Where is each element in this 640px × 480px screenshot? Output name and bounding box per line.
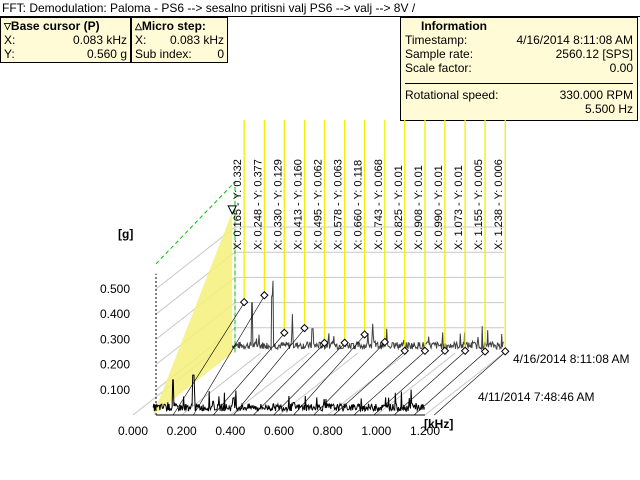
micro-sub-label: Sub index: <box>135 47 192 61</box>
x-tick-label: 0.200 <box>167 424 197 438</box>
base-cursor-fill <box>153 211 233 415</box>
harmonic-marker <box>460 346 470 356</box>
legend-series-back: 4/11/2014 7:48:46 AM <box>478 390 595 404</box>
base-cursor-panel: ▽Base cursor (P) X: 0.083 kHz Y: 0.560 g <box>0 17 131 63</box>
harmonic-marker <box>420 346 430 356</box>
harmonic-diagonal <box>193 295 265 416</box>
harmonic-diagonal <box>233 328 305 416</box>
harmonic-label: X: 0.165 - Y: 0.332 <box>232 159 244 250</box>
harmonic-marker <box>320 338 329 348</box>
base-x-label: X: <box>4 33 16 47</box>
y-axis-label: [g] <box>118 227 133 241</box>
base-y-value: 0.560 g <box>86 47 127 61</box>
harmonic-marker <box>501 347 510 356</box>
y-tick-label: 0.200 <box>100 358 130 372</box>
x-tick-label: 1.000 <box>361 424 391 438</box>
x-tick-label: 0.400 <box>215 424 245 438</box>
harmonic-label: X: 0.908 - Y: 0.01 <box>413 165 425 250</box>
y-tick-label: 0.400 <box>100 307 130 321</box>
harmonic-cursors <box>153 120 510 416</box>
base-x-value: 0.083 kHz <box>72 33 127 47</box>
harmonic-label: X: 0.413 - Y: 0.160 <box>292 159 304 250</box>
micro-step-title: △Micro step: <box>135 19 206 33</box>
harmonic-marker <box>400 346 409 356</box>
rot-speed-value: 330.000 RPM <box>559 88 633 102</box>
sample-rate-value: 2560.12 [SPS] <box>555 47 633 61</box>
grid-line <box>155 226 236 290</box>
x-tick-label: 0.800 <box>313 424 343 438</box>
spectrum-trace-front <box>152 374 425 414</box>
information-title: Information <box>421 19 487 33</box>
harmonic-label: X: 0.990 - Y: 0.01 <box>433 165 445 250</box>
harmonic-marker <box>360 330 369 339</box>
harmonic-marker <box>380 337 390 347</box>
timestamp-label: Timestamp: <box>405 33 468 47</box>
legend-series-front: 4/16/2014 8:11:08 AM <box>513 352 630 366</box>
harmonic-diagonal <box>172 302 245 416</box>
harmonic-diagonal <box>393 351 466 416</box>
micro-step-panel: △Micro step: X: 0.083 kHz Sub index: 0 <box>131 17 228 63</box>
harmonic-diagonal <box>434 351 506 416</box>
base-cursor-title: ▽Base cursor (P) <box>4 19 100 33</box>
triangle-up-icon: △ <box>135 21 142 31</box>
rot-speed-label: Rotational speed: <box>405 88 499 102</box>
harmonic-diagonal <box>353 351 426 416</box>
harmonic-marker <box>239 297 249 307</box>
chart-labels: X: 0.165 - Y: 0.332 X: 0.248 - Y: 0.377 X:… <box>100 159 630 438</box>
y-tick-label: 0.300 <box>100 332 130 346</box>
harmonic-label: X: 0.825 - Y: 0.01 <box>393 165 405 250</box>
harmonic-diagonal <box>253 343 325 416</box>
dashed-guide <box>155 180 236 353</box>
rot-hz-value: 5.500 Hz <box>584 102 633 116</box>
micro-x-label: X: <box>135 33 147 47</box>
harmonic-label: X: 0.743 - Y: 0.068 <box>373 159 385 250</box>
harmonic-marker <box>280 328 289 338</box>
harmonic-label: X: 0.660 - Y: 0.118 <box>353 160 365 250</box>
harmonic-marker <box>300 323 309 333</box>
triangle-down-icon: ▽ <box>4 21 11 31</box>
harmonic-label: X: 1.155 - Y: 0.005 <box>473 159 485 250</box>
harmonic-label: X: 0.495 - Y: 0.062 <box>312 159 324 250</box>
chart-axes <box>155 273 425 416</box>
scale-factor-value: 0.00 <box>609 61 633 75</box>
harmonic-diagonal <box>413 352 486 416</box>
harmonic-marker <box>260 291 269 300</box>
harmonic-marker <box>440 346 450 356</box>
scale-factor-label: Scale factor: <box>405 61 472 75</box>
base-cursor-marker <box>227 205 238 215</box>
x-tick-label: 0.600 <box>264 424 294 438</box>
back-spectrum <box>231 280 504 351</box>
x-tick-label: 0.000 <box>118 424 148 438</box>
x-tick-label: 1.200 <box>410 424 440 438</box>
harmonic-label: X: 1.238 - Y: 0.006 <box>493 159 505 250</box>
harmonic-label: X: 0.248 - Y: 0.377 <box>252 159 264 250</box>
grid-line <box>424 352 505 416</box>
y-tick-label: 0.100 <box>100 383 130 397</box>
front-spectrum <box>152 374 425 414</box>
timestamp-value: 4/16/2014 8:11:08 AM <box>516 33 633 47</box>
harmonic-label: X: 0.330 - Y: 0.129 <box>272 159 284 250</box>
information-panel: Information Timestamp: 4/16/2014 8:11:08 … <box>400 17 638 121</box>
grid-line <box>376 352 456 416</box>
spectrum-trace-back <box>231 280 504 351</box>
micro-sub-value: 0 <box>217 47 224 61</box>
harmonic-marker <box>340 338 349 348</box>
window-title: FFT: Demodulation: Paloma - PS6 --> sesa… <box>0 0 640 17</box>
sample-rate-label: Sample rate: <box>405 47 474 61</box>
micro-x-value: 0.083 kHz <box>169 33 224 47</box>
harmonic-label: X: 1.073 - Y: 0.01 <box>453 165 465 250</box>
harmonic-marker <box>480 347 490 356</box>
base-y-label: Y: <box>4 47 15 61</box>
x-axis-label: [kHz] <box>424 417 453 431</box>
grid-line <box>230 352 310 416</box>
harmonic-diagonal <box>273 343 345 416</box>
harmonic-label: X: 0.578 - Y: 0.063 <box>333 159 345 250</box>
y-tick-label: 0.500 <box>100 282 130 296</box>
